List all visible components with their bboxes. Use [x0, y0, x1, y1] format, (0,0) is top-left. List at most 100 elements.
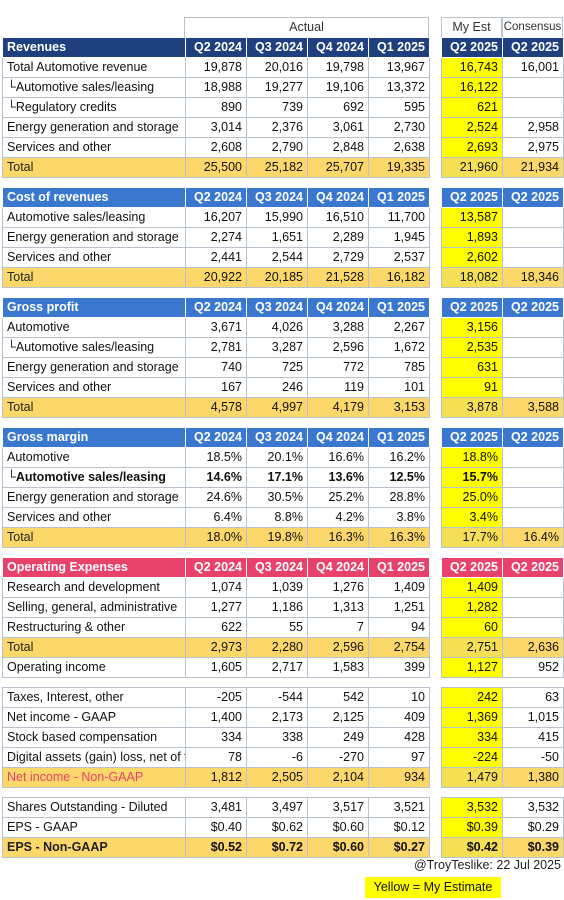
- period-header: Q4 2024: [307, 427, 369, 448]
- consensus-cell: $0.39: [502, 837, 564, 858]
- my-estimate-cell: 1,479: [441, 767, 503, 788]
- estimate-row: 1,479 1,380: [441, 767, 564, 788]
- revenues-estimate-header-row: Q2 2025 Q2 2025: [441, 37, 564, 58]
- table-row: EPS - GAAP $0.40 $0.62 $0.60 $0.12: [2, 817, 430, 838]
- estimate-row: 17.7% 16.4%: [441, 527, 564, 548]
- actual-value-cell: 17.1%: [246, 467, 308, 488]
- consensus-cell: 3,588: [502, 397, 564, 418]
- actual-value-cell: 249: [307, 727, 369, 748]
- actual-value-cell: 772: [307, 357, 369, 378]
- net-income-actual-table: Taxes, Interest, other -205 -544 542 10 Net i…: [2, 687, 430, 788]
- actual-value-cell: 19,277: [246, 77, 308, 98]
- estimate-row: $0.42 $0.39: [441, 837, 564, 858]
- my-estimate-cell: 2,535: [441, 337, 503, 358]
- actual-value-cell: 692: [307, 97, 369, 118]
- my-estimate-cell: 334: [441, 727, 503, 748]
- actual-value-cell: 2,717: [246, 657, 308, 678]
- consensus-header: Consensus: [502, 17, 563, 37]
- actual-value-cell: 20.1%: [246, 447, 308, 468]
- actual-value-cell: 2,125: [307, 707, 369, 728]
- table-row: Taxes, Interest, other -205 -544 542 10: [2, 687, 430, 708]
- actual-value-cell: -544: [246, 687, 308, 708]
- row-label: Total: [2, 527, 186, 548]
- my-estimate-cell: 1,127: [441, 657, 503, 678]
- row-label: Restructuring & other: [2, 617, 186, 638]
- estimate-row: 18.8%: [441, 447, 564, 468]
- estimate-row: 2,524 2,958: [441, 117, 564, 138]
- my-estimate-cell: 1,893: [441, 227, 503, 248]
- row-label: Selling, general, administrative: [2, 597, 186, 618]
- table-row: └Automotive sales/leasing 18,988 19,277 19,…: [2, 77, 430, 98]
- estimate-row: 3,878 3,588: [441, 397, 564, 418]
- actual-value-cell: 28.8%: [368, 487, 430, 508]
- opex-header-row: Operating Expenses Q2 2024 Q3 2024 Q4 2024 Q…: [2, 557, 430, 578]
- my-estimate-cell: $0.39: [441, 817, 503, 838]
- my-estimate-cell: 3.4%: [441, 507, 503, 528]
- actual-value-cell: 4,179: [307, 397, 369, 418]
- actual-value-cell: 4,997: [246, 397, 308, 418]
- table-row: └Automotive sales/leasing 2,781 3,287 2,596…: [2, 337, 430, 358]
- row-label: Net income - GAAP: [2, 707, 186, 728]
- actual-value-cell: 15,990: [246, 207, 308, 228]
- actual-value-cell: 119: [307, 377, 369, 398]
- my-estimate-cell: 18.8%: [441, 447, 503, 468]
- actual-value-cell: 2,596: [307, 637, 369, 658]
- consensus-cell: [502, 227, 564, 248]
- estimate-row: 15.7%: [441, 467, 564, 488]
- row-label: └Regulatory credits: [2, 97, 186, 118]
- consensus-cell: [502, 77, 564, 98]
- estimate-period-header: Q2 2025: [502, 427, 564, 448]
- my-estimate-cell: 3,532: [441, 797, 503, 818]
- gross-margin-estimate-header-row: Q2 2025 Q2 2025: [441, 427, 564, 448]
- table-row: Operating income 1,605 2,717 1,583 399: [2, 657, 430, 678]
- row-label: Energy generation and storage: [2, 227, 186, 248]
- actual-value-cell: 2,596: [307, 337, 369, 358]
- actual-value-cell: 4,026: [246, 317, 308, 338]
- estimate-period-header: Q2 2025: [502, 557, 564, 578]
- table-row: Restructuring & other 622 55 7 94: [2, 617, 430, 638]
- actual-value-cell: 167: [185, 377, 247, 398]
- period-header: Q1 2025: [368, 557, 430, 578]
- period-header: Q3 2024: [246, 297, 308, 318]
- my-estimate-cell: 2,602: [441, 247, 503, 268]
- consensus-cell: 16.4%: [502, 527, 564, 548]
- my-estimate-cell: 1,282: [441, 597, 503, 618]
- actual-value-cell: 13,967: [368, 57, 430, 78]
- actual-value-cell: 246: [246, 377, 308, 398]
- my-estimate-cell: 621: [441, 97, 503, 118]
- consensus-cell: 63: [502, 687, 564, 708]
- period-header: Q3 2024: [246, 37, 308, 58]
- actual-value-cell: 890: [185, 97, 247, 118]
- estimate-row: 3,532 3,532: [441, 797, 564, 818]
- row-label: Services and other: [2, 377, 186, 398]
- consensus-cell: [502, 377, 564, 398]
- estimate-period-header: Q2 2025: [502, 297, 564, 318]
- actual-value-cell: 338: [246, 727, 308, 748]
- table-row: Automotive sales/leasing 16,207 15,990 16,5…: [2, 207, 430, 228]
- estimate-row: 21,960 21,934: [441, 157, 564, 178]
- table-row: Services and other 6.4% 8.8% 4.2% 3.8%: [2, 507, 430, 528]
- actual-value-cell: 1,409: [368, 577, 430, 598]
- period-header: Q4 2024: [307, 37, 369, 58]
- opex-estimate-header-row: Q2 2025 Q2 2025: [441, 557, 564, 578]
- table-row: Automotive 18.5% 20.1% 16.6% 16.2%: [2, 447, 430, 468]
- table-row: Total 20,922 20,185 21,528 16,182: [2, 267, 430, 288]
- row-label: Services and other: [2, 137, 186, 158]
- estimate-row: 60: [441, 617, 564, 638]
- table-row: Selling, general, administrative 1,277 1,1…: [2, 597, 430, 618]
- actual-value-cell: 934: [368, 767, 430, 788]
- my-estimate-cell: 242: [441, 687, 503, 708]
- period-header: Q2 2024: [185, 37, 247, 58]
- actual-value-cell: 1,251: [368, 597, 430, 618]
- my-estimate-cell: 631: [441, 357, 503, 378]
- estimate-row: 2,751 2,636: [441, 637, 564, 658]
- actual-value-cell: 2,280: [246, 637, 308, 658]
- cost-header-row: Cost of revenues Q2 2024 Q3 2024 Q4 2024 Q1 …: [2, 187, 430, 208]
- period-header: Q2 2024: [185, 557, 247, 578]
- actual-value-cell: 2,638: [368, 137, 430, 158]
- revenues-header-row: Revenues Q2 2024 Q3 2024 Q4 2024 Q1 2025: [2, 37, 430, 58]
- actual-value-cell: 622: [185, 617, 247, 638]
- actual-value-cell: 20,016: [246, 57, 308, 78]
- opex-actual-table: Operating Expenses Q2 2024 Q3 2024 Q4 2024 Q…: [2, 557, 430, 678]
- author-credit: @TroyTeslike: 22 Jul 2025: [413, 858, 561, 872]
